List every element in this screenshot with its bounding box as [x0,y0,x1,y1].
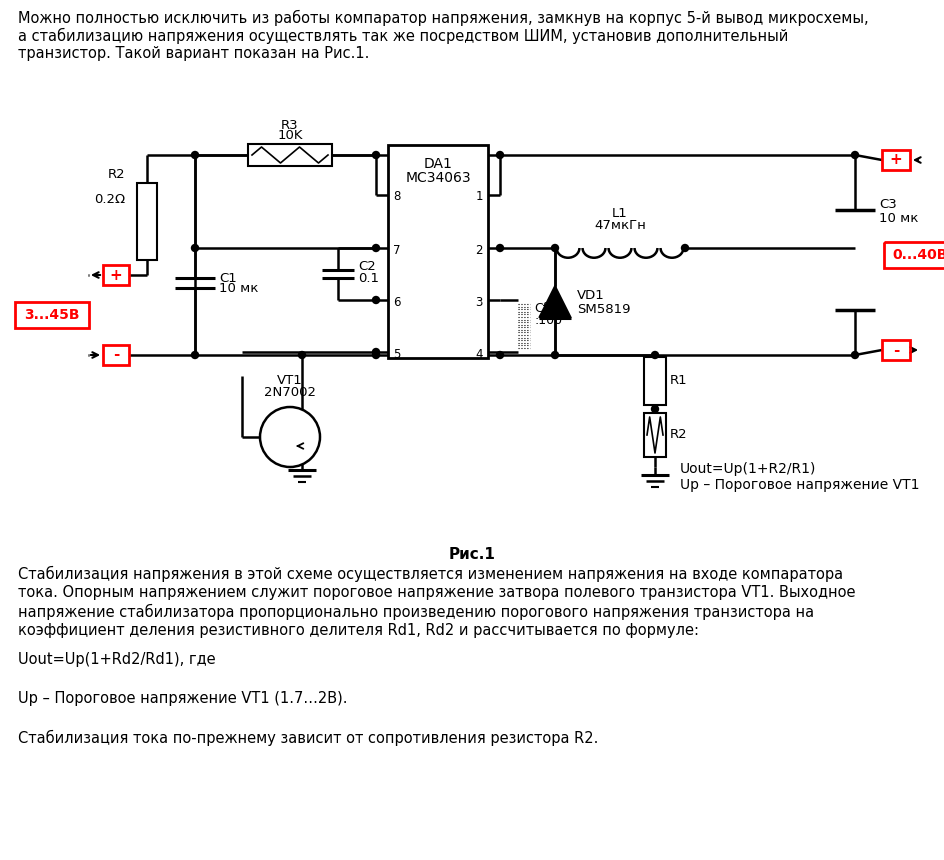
Circle shape [373,151,379,158]
Circle shape [682,244,688,251]
Text: C1: C1 [219,272,237,285]
Bar [137,183,157,260]
Circle shape [373,348,379,355]
Text: 5: 5 [393,347,400,360]
Text: R1: R1 [670,374,687,388]
Text: R2: R2 [670,428,687,441]
Text: напряжение стабилизатора пропорционально произведению порогового напряжения тран: напряжение стабилизатора пропорционально… [18,604,814,620]
Text: 10 мк: 10 мк [879,212,919,224]
Text: :100: :100 [534,314,562,327]
Circle shape [851,352,858,359]
Text: SM5819: SM5819 [577,303,631,316]
Text: тока. Опорным напряжением служит пороговое напряжение затвора полевого транзисто: тока. Опорным напряжением служит порогов… [18,585,855,600]
Text: Cf: Cf [534,302,548,315]
Text: 2: 2 [476,243,483,256]
Circle shape [651,406,659,413]
Circle shape [551,244,559,251]
Text: L1: L1 [612,207,628,220]
Bar [644,357,666,405]
Text: 10 мк: 10 мк [219,282,259,296]
Bar [882,340,910,360]
Circle shape [551,352,559,359]
Text: 7: 7 [393,243,400,256]
Text: 8: 8 [393,191,400,204]
Circle shape [651,352,659,359]
Text: 3: 3 [476,296,483,309]
Text: а стабилизацию напряжения осуществлять так же посредством ШИМ, установив дополни: а стабилизацию напряжения осуществлять т… [18,28,788,44]
Text: Можно полностью исключить из работы компаратор напряжения, замкнув на корпус 5-й: Можно полностью исключить из работы комп… [18,10,868,26]
Text: 10K: 10K [278,129,303,142]
Text: -: - [893,342,900,358]
Bar [248,144,332,166]
Text: VD1: VD1 [577,289,605,302]
Text: Uout=Up(1+Rd2/Rd1), где: Uout=Up(1+Rd2/Rd1), где [18,652,215,667]
Text: Uout=Up(1+R2/R1): Uout=Up(1+R2/R1) [680,462,817,476]
Text: DA1: DA1 [424,157,452,171]
Bar [884,242,944,268]
Text: R2: R2 [108,168,125,181]
Text: Up – Пороговое напряжение VT1: Up – Пороговое напряжение VT1 [680,478,919,492]
Text: транзистор. Такой вариант показан на Рис.1.: транзистор. Такой вариант показан на Рис… [18,46,369,61]
Bar [103,345,129,365]
Circle shape [497,244,503,251]
Circle shape [192,352,198,359]
Text: Стабилизация тока по-прежнему зависит от сопротивления резистора R2.: Стабилизация тока по-прежнему зависит от… [18,730,598,746]
Text: коэффициент деления резистивного делителя Rd1, Rd2 и рассчитывается по формуле:: коэффициент деления резистивного делител… [18,623,699,638]
Text: +: + [889,152,902,168]
Text: R3: R3 [281,119,299,132]
Text: VT1: VT1 [278,374,303,387]
Text: 6: 6 [393,296,400,309]
Text: Рис.1: Рис.1 [448,547,496,562]
Text: МС34063: МС34063 [405,171,471,185]
Circle shape [497,151,503,158]
Circle shape [192,151,198,158]
Text: Up – Пороговое напряжение VT1 (1.7…2B).: Up – Пороговое напряжение VT1 (1.7…2B). [18,691,347,706]
Text: C3: C3 [879,199,897,212]
Text: -: - [113,347,119,363]
Polygon shape [539,286,571,317]
Circle shape [298,352,306,359]
Circle shape [497,352,503,359]
Text: 0...40В: 0...40В [892,248,944,262]
Bar [388,145,488,358]
Bar [103,265,129,285]
Circle shape [851,151,858,158]
Text: +: + [110,267,123,282]
Text: C2: C2 [358,260,376,273]
Text: 3...45В: 3...45В [25,308,79,322]
Circle shape [373,297,379,304]
Bar [882,150,910,170]
Bar [15,302,89,328]
Text: 4: 4 [476,347,483,360]
Text: 47мкГн: 47мкГн [594,219,646,232]
Circle shape [260,407,320,467]
Circle shape [192,244,198,251]
Circle shape [373,352,379,359]
Text: 0.2Ω: 0.2Ω [93,193,125,206]
Text: 0.1: 0.1 [358,272,379,285]
Circle shape [373,244,379,251]
Bar [644,413,666,457]
Text: Стабилизация напряжения в этой схеме осуществляется изменением напряжения на вхо: Стабилизация напряжения в этой схеме осу… [18,566,843,582]
Text: 1: 1 [476,191,483,204]
Text: 2N7002: 2N7002 [264,386,316,399]
